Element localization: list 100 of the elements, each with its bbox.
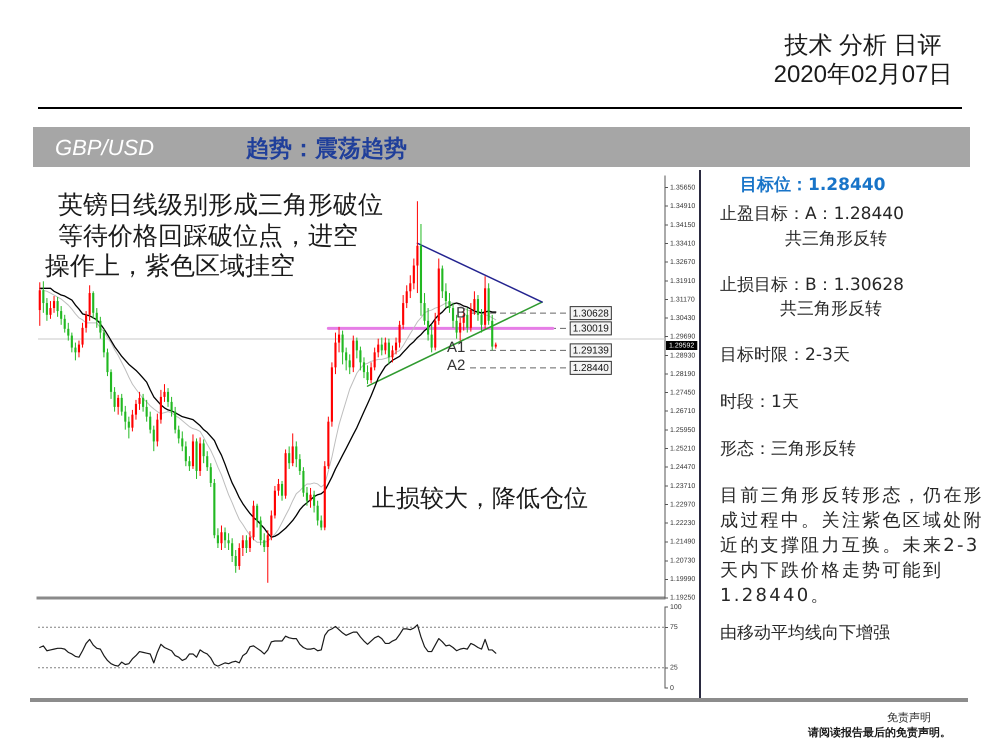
candlestick	[42, 280, 44, 314]
candlestick	[473, 290, 476, 316]
candlestick	[231, 538, 234, 563]
candlestick	[359, 346, 362, 371]
candlestick	[409, 274, 412, 299]
candlestick	[170, 396, 173, 418]
candlestick	[377, 338, 380, 358]
candlestick	[292, 432, 294, 467]
text: 形态：三角形反转	[720, 439, 856, 461]
candlestick	[380, 337, 383, 356]
candlestick	[60, 306, 62, 326]
candlestick	[456, 314, 458, 340]
ref-line-label: 1.30019	[572, 324, 610, 335]
chart-title: GBP/USD	[55, 134, 154, 162]
candlestick	[99, 316, 102, 340]
annotation: 止损较大，降低仓位	[372, 483, 588, 513]
candlestick	[427, 308, 430, 342]
candlestick	[210, 462, 212, 488]
candlestick	[412, 258, 415, 290]
candlestick	[234, 550, 237, 574]
candlestick	[338, 326, 340, 353]
candlestick	[78, 340, 80, 358]
annotation: 英镑日线级别形成三角形破位	[58, 189, 383, 221]
candlestick	[342, 330, 344, 365]
candlestick	[146, 399, 148, 422]
candlestick	[206, 450, 208, 472]
candlestick	[448, 292, 451, 314]
candlestick	[138, 391, 141, 410]
candlestick	[263, 532, 266, 553]
candlestick	[96, 308, 98, 328]
candlestick	[348, 354, 351, 375]
text: 共三角形反转	[785, 229, 887, 251]
text: 技术 分析 日评	[784, 31, 942, 61]
candlestick	[128, 416, 130, 439]
annotation: A2	[447, 356, 466, 376]
candlestick	[248, 530, 252, 553]
candlestick	[270, 510, 272, 541]
candlestick	[423, 292, 426, 326]
candlestick	[320, 514, 322, 531]
candlestick	[430, 324, 433, 353]
annotation: A1	[447, 338, 466, 358]
candlestick	[256, 503, 258, 528]
candlestick	[238, 542, 240, 570]
candlestick	[444, 282, 447, 309]
candlestick	[184, 440, 187, 467]
candlestick	[88, 284, 91, 322]
candlestick	[374, 347, 376, 371]
candlestick	[216, 528, 219, 549]
candlestick	[366, 364, 369, 385]
candlestick	[391, 345, 394, 363]
candlestick	[370, 362, 372, 384]
candlestick	[416, 200, 418, 294]
candlestick	[81, 322, 84, 348]
text: 免责声明	[887, 711, 931, 725]
candlestick	[166, 388, 170, 408]
candlestick	[120, 393, 123, 416]
candlestick	[114, 386, 116, 412]
candlestick	[152, 425, 155, 452]
candlestick	[46, 298, 48, 322]
text: 2020年02月07日	[774, 60, 952, 90]
candlestick	[402, 294, 404, 330]
candlestick	[313, 490, 316, 513]
text: 共三角形反转	[780, 299, 882, 321]
candlestick	[74, 342, 76, 361]
annotation: 等待价格回踩破位点，进空	[58, 220, 358, 252]
candlestick	[470, 302, 472, 332]
ref-line-label: 1.28440	[572, 363, 610, 374]
candlestick	[117, 394, 120, 416]
candlestick	[480, 308, 483, 334]
candlestick	[92, 290, 94, 320]
candlestick	[70, 332, 73, 353]
candlestick	[174, 406, 176, 434]
candlestick	[142, 393, 144, 412]
candlestick	[178, 425, 180, 444]
candlestick	[131, 409, 134, 432]
candlestick	[394, 337, 398, 355]
candlestick	[64, 314, 66, 334]
candlestick	[38, 282, 41, 326]
candlestick	[356, 337, 358, 359]
candlestick	[163, 384, 166, 402]
candlestick	[85, 310, 88, 334]
candlestick	[67, 322, 70, 342]
candlestick	[156, 413, 158, 447]
candlestick	[56, 296, 59, 318]
candlestick	[188, 456, 190, 472]
candlestick	[160, 389, 162, 424]
chart-subtitle: 趋势：震荡趋势	[246, 134, 407, 164]
candlestick	[220, 524, 223, 551]
candlestick	[306, 486, 308, 506]
candlestick	[302, 466, 304, 498]
candlestick	[441, 265, 444, 299]
candlestick	[228, 532, 230, 551]
candlestick	[242, 534, 244, 557]
ref-line-label: 1.29139	[572, 346, 610, 357]
candlestick	[288, 446, 290, 470]
candlestick	[102, 328, 105, 358]
candlestick	[295, 440, 298, 468]
candlestick	[260, 516, 262, 546]
candlestick	[124, 405, 126, 430]
text: 目标时限：2-3天	[720, 345, 850, 367]
